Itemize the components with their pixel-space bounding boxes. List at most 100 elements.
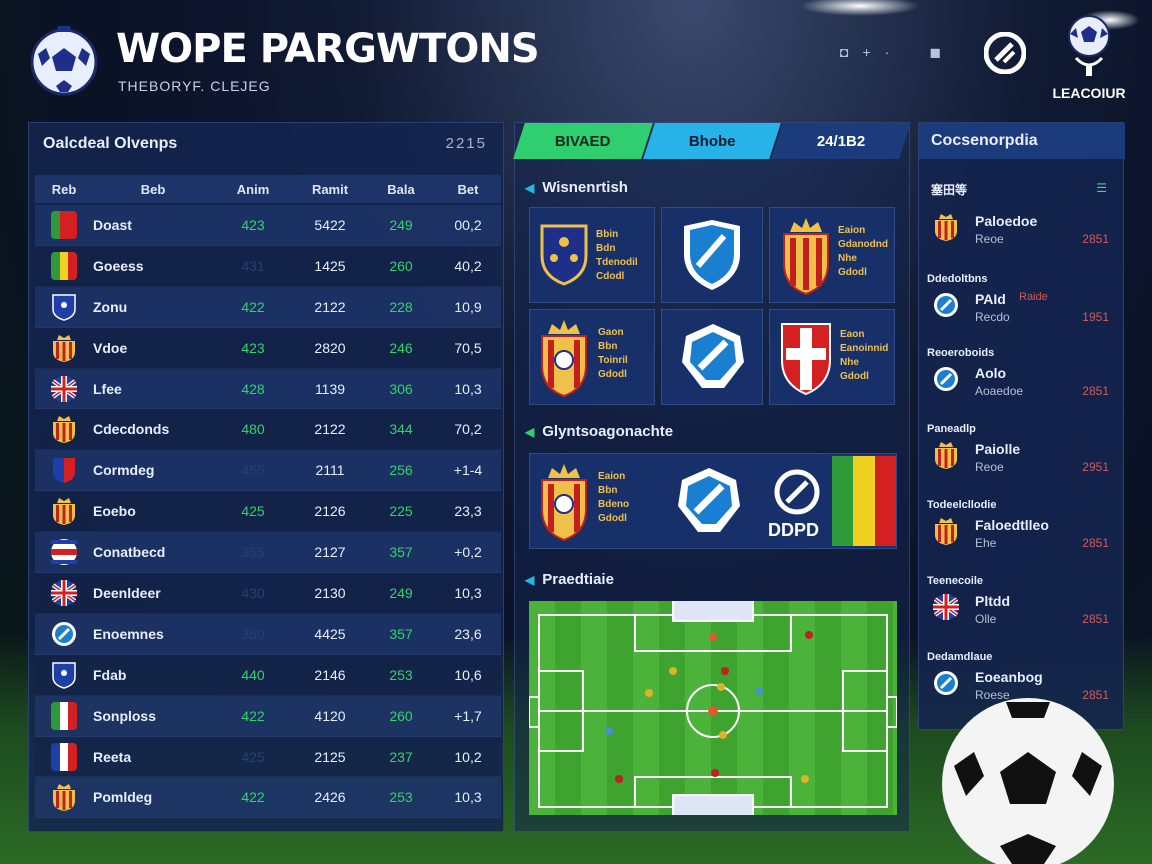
stat-cell: 00,2 [454, 216, 482, 233]
sidebar-list-item[interactable]: Reoeroboids Aolo Aoaedoe 2851 [927, 347, 1117, 407]
team-name: Enoemnes [93, 625, 164, 642]
table-row[interactable]: Zonu 422 2122 228 10,9 [35, 286, 501, 328]
item-caption: Paneadlp [927, 423, 976, 435]
column-header[interactable]: Bala [387, 181, 415, 197]
plus-icon[interactable]: + [862, 44, 871, 60]
sidebar-list-item[interactable]: Teenecoile Pltdd Olle 2851 [927, 575, 1117, 635]
item-score: 2851 [1082, 232, 1109, 246]
team-name: Vdoe [93, 339, 128, 356]
stat-cell: 2820 [314, 339, 346, 356]
column-header[interactable]: Anim [236, 181, 270, 197]
stat-cell: 430 [241, 584, 265, 601]
team-name: Cdecdonds [93, 421, 170, 438]
club-crest-icon [934, 367, 958, 391]
tab-bhobe[interactable]: Bhobe [643, 123, 781, 159]
round-club-icon[interactable] [984, 32, 1026, 74]
team-name: Goeess [93, 257, 144, 274]
table-row[interactable]: Reeta 425 2125 237 10,2 [35, 736, 501, 778]
collapse-icon[interactable]: ◀ [525, 424, 535, 439]
team-flag-icon [35, 293, 93, 321]
stat-cell: 2127 [314, 544, 346, 561]
lock-icon[interactable]: ◼ [929, 44, 941, 60]
team-card[interactable]: Eaion Gdanodnd Nhe Gdodl [769, 207, 895, 303]
table-row[interactable]: Cdecdonds 480 2122 344 70,2 [35, 409, 501, 451]
item-sub: Recdo [975, 310, 1010, 324]
column-header[interactable]: Reb [51, 181, 77, 197]
stat-cell: 260 [389, 257, 413, 274]
pitch-formation-view[interactable] [529, 601, 897, 815]
team-card[interactable]: Eaon Eanoinnid Nhe Gdodl [769, 309, 895, 405]
item-sub: Aoaedoe [975, 384, 1024, 398]
tab-bivaed[interactable]: BIVAED [513, 123, 653, 159]
match-center-panel: BIVAED Bhobe 24/1B2 ◀ Wisnenrtish Bbin Bdn… [513, 122, 911, 832]
stat-cell: 350 [241, 625, 265, 642]
item-name: Pltdd [975, 593, 1010, 609]
league-trophy-icon [1068, 15, 1110, 76]
tab-date[interactable]: 24/1B2 [771, 123, 911, 159]
team-card[interactable] [661, 207, 763, 303]
user-icon[interactable]: ◘ [840, 44, 849, 60]
stat-cell: 253 [389, 789, 413, 806]
sidebar-list-item[interactable]: Todeelcllodie Faloedtlleo Ehe 2851 [927, 499, 1117, 559]
stat-cell: 1425 [314, 257, 346, 274]
sidebar-list-item[interactable]: Dedamdlaue Eoeanbog Roese 2851 [927, 651, 1117, 711]
pin-icon[interactable]: · [884, 44, 890, 60]
stat-cell: +1,7 [454, 707, 482, 724]
soccer-ball-icon [942, 698, 1114, 864]
app-subtitle: THEBORYF. CLEJEG [118, 78, 271, 94]
round-crest-icon [682, 324, 744, 388]
team-name: Doast [93, 216, 132, 233]
table-row[interactable]: Doast 423 5422 249 00,2 [35, 205, 501, 246]
collapse-icon[interactable]: ◀ [525, 180, 535, 195]
item-score: 1951 [1082, 310, 1109, 324]
card-text: Bbin Bdn Tdenodil Cdodl [596, 229, 638, 282]
stat-cell: 306 [389, 380, 413, 397]
stat-cell: 2122 [314, 421, 346, 438]
item-sub: Olle [975, 612, 997, 626]
stat-cell: 440 [241, 666, 265, 683]
menu-icon[interactable]: ☰ [1096, 181, 1107, 195]
table-row[interactable]: Cormdeg 455 2111 256 +1-4 [35, 450, 501, 492]
team-name: Pomldeg [93, 789, 153, 806]
crown-crest-icon [541, 464, 587, 542]
standings-rows: Doast 423 5422 249 00,2 Goeess 431 1425 260 40,2 Z… [35, 205, 501, 819]
section-header: ◀ Glyntsoagonachte [525, 423, 674, 440]
table-row[interactable]: Eoebo 425 2126 225 23,3 [35, 491, 501, 533]
table-row[interactable]: Lfee 428 1139 306 10,3 [35, 368, 501, 410]
column-header[interactable]: Beb [140, 181, 166, 197]
team-card[interactable] [661, 309, 763, 405]
standings-header-row: Reb Beb Anim Ramit Bala Bet [35, 175, 501, 203]
sidebar-list-item[interactable]: Ddedoltbns PAId Raide Recdo 1951 [927, 273, 1117, 333]
table-row[interactable]: Enoemnes 350 4425 357 23,6 [35, 613, 501, 655]
item-score: 2851 [1082, 536, 1109, 550]
matchup-card[interactable]: Eaion Bbn Bdeno Gdodl DDPD [529, 453, 897, 549]
stat-cell: 10,9 [454, 298, 482, 315]
team-card[interactable]: Bbin Bdn Tdenodil Cdodl [529, 207, 655, 303]
league-badge[interactable]: LEACOIUR [1048, 14, 1130, 101]
stat-cell: 344 [389, 421, 413, 438]
stat-cell: 246 [389, 339, 413, 356]
table-row[interactable]: Sonploss 422 4120 260 +1,7 [35, 695, 501, 737]
team-flag-icon [35, 456, 93, 484]
sidebar-list-item[interactable]: Paneadlp Paiolle Reoe 2951 [927, 423, 1117, 483]
standings-panel: Oalcdeal Olvenps 2215 Reb Beb Anim Ramit… [28, 122, 504, 832]
table-row[interactable]: Conatbecd 355 2127 357 +0,2 [35, 532, 501, 574]
sidebar-list-item[interactable]: Paloedoe Reoe 2851 [927, 207, 1117, 255]
table-row[interactable]: Goeess 431 1425 260 40,2 [35, 245, 501, 287]
column-header[interactable]: Bet [457, 181, 479, 197]
club-crest-icon [935, 518, 957, 545]
team-name: Sonploss [93, 707, 157, 724]
table-row[interactable]: Pomldeg 422 2426 253 10,3 [35, 777, 501, 819]
item-sub: Reoe [975, 232, 1004, 246]
stat-cell: 10,3 [454, 584, 482, 601]
team-card[interactable]: Gaon Bbn Toinril Gdodl [529, 309, 655, 405]
stat-cell: 40,2 [454, 257, 482, 274]
table-row[interactable]: Fdab 440 2146 253 10,6 [35, 654, 501, 696]
table-row[interactable]: Deenldeer 430 2130 249 10,3 [35, 573, 501, 614]
column-header[interactable]: Ramit [311, 181, 349, 197]
item-tag: Raide [1019, 291, 1048, 303]
collapse-icon[interactable]: ◀ [525, 572, 535, 587]
table-row[interactable]: Vdoe 423 2820 246 70,5 [35, 327, 501, 369]
standings-count: 2215 [445, 135, 487, 152]
stat-cell: 355 [241, 544, 265, 561]
